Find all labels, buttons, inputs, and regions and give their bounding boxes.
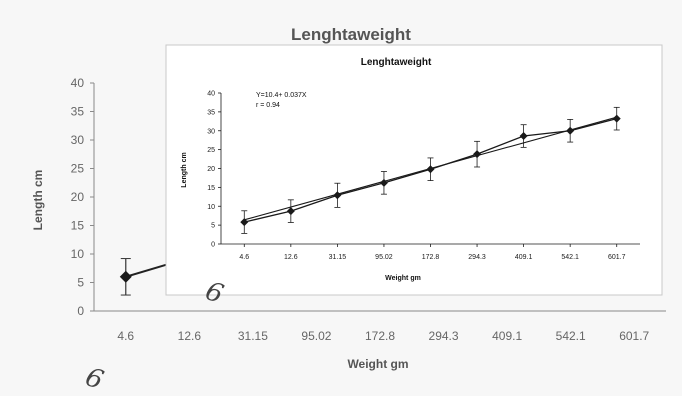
regression-equation: Y=10.4+ 0.037X — [256, 92, 307, 99]
inset-x-tick-label: 294.3 — [468, 254, 486, 261]
data-point — [566, 126, 575, 135]
background-y-tick-label: 20 — [71, 190, 85, 204]
background-y-tick-label: 35 — [71, 105, 85, 119]
background-x-tick-label: 95.02 — [301, 329, 331, 343]
background-x-tick-label: 31.15 — [238, 329, 268, 343]
inset-x-tick-label: 172.8 — [422, 254, 440, 261]
inset-y-tick-label: 10 — [207, 204, 215, 211]
inset-x-tick-label: 31.15 — [329, 254, 347, 261]
inset-y-tick-label: 20 — [207, 166, 215, 173]
background-chart-title: Lenghtaweight — [291, 25, 411, 44]
inset-y-tick-label: 0 — [211, 242, 215, 249]
inset-series — [240, 106, 621, 234]
data-point — [612, 114, 621, 123]
correlation-coefficient: r = 0.94 — [256, 102, 280, 109]
background-y-tick-label: 40 — [71, 76, 85, 90]
background-data-point — [119, 270, 132, 283]
inset-x-ticks: 4.6 12.6 31.15 95.02 172.8 294.3 409.1 542.1 601… — [239, 244, 626, 261]
inset-y-tick-label: 5 — [211, 223, 215, 230]
data-point — [240, 218, 249, 227]
data-point — [519, 132, 528, 141]
inset-x-tick-label: 95.02 — [375, 254, 393, 261]
background-x-tick-label: 294.3 — [429, 329, 459, 343]
background-x-tick-label: 4.6 — [117, 329, 134, 343]
inset-panel — [165, 44, 663, 296]
background-chart: Lenghtaweight Length cm Weight gm 0 5 10 15… — [31, 25, 666, 371]
background-x-tick-label: 12.6 — [178, 329, 202, 343]
background-y-tick-label: 10 — [71, 247, 85, 261]
background-y-tick-label: 30 — [71, 133, 85, 147]
inset-x-tick-label: 4.6 — [239, 254, 249, 261]
inset-x-tick-label: 409.1 — [515, 254, 533, 261]
background-x-tick-label: 172.8 — [365, 329, 395, 343]
inset-y-tick-label: 35 — [207, 109, 215, 116]
background-y-ticks: 0 5 10 15 20 25 30 35 40 — [71, 76, 94, 318]
inset-y-tick-label: 30 — [207, 128, 215, 135]
inset-x-tick-label: 12.6 — [284, 254, 298, 261]
inset-y-axis-label: Length cm — [181, 152, 188, 187]
background-x-tick-label: 601.7 — [619, 329, 649, 343]
inset-x-tick-label: 601.7 — [608, 254, 626, 261]
background-x-tick-label: 409.1 — [492, 329, 522, 343]
inset-y-ticks: 0 5 10 15 20 25 30 35 40 — [207, 91, 221, 249]
inset-x-axis-label: Weight gm — [385, 275, 421, 282]
inset-y-tick-label: 40 — [207, 91, 215, 98]
data-point — [333, 191, 342, 200]
data-point — [286, 207, 295, 216]
background-series-line — [125, 263, 167, 278]
inset-chart: Lenghtaweight Y=10.4+ 0.037X r = 0.94 Le… — [165, 44, 663, 296]
background-y-tick-label: 25 — [71, 162, 85, 176]
inset-y-tick-label: 25 — [207, 147, 215, 154]
background-y-axis-label: Length cm — [31, 170, 45, 231]
background-x-axis-label: Weight gm — [347, 357, 408, 371]
data-point — [473, 150, 482, 159]
background-x-tick-label: 542.1 — [556, 329, 586, 343]
background-y-tick-label: 15 — [71, 219, 85, 233]
inset-x-tick-label: 542.1 — [561, 254, 579, 261]
inset-y-tick-label: 15 — [207, 185, 215, 192]
data-point — [379, 178, 388, 187]
inset-chart-title: Lenghtaweight — [361, 57, 432, 68]
background-x-ticks: 4.6 12.6 31.15 95.02 172.8 294.3 409.1 542.1 601… — [117, 329, 649, 343]
background-y-tick-label: 5 — [77, 276, 84, 290]
background-y-tick-label: 0 — [77, 304, 84, 318]
data-point — [426, 165, 435, 174]
